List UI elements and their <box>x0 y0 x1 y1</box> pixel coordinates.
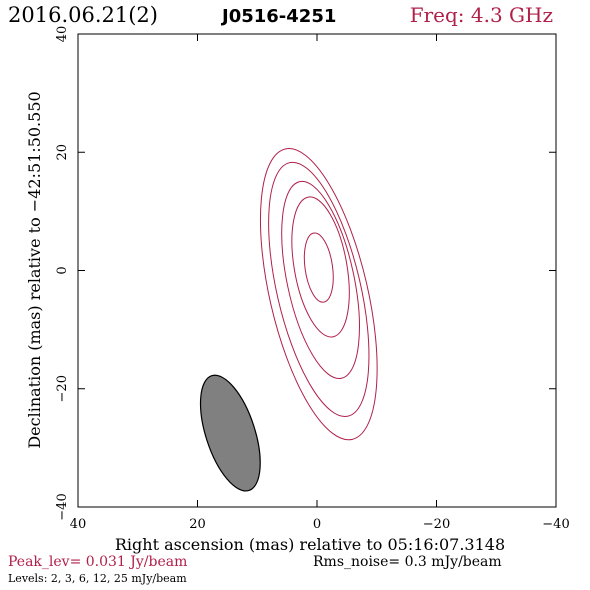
x-tick-label: −20 <box>423 517 450 532</box>
axis-ticks <box>77 33 557 508</box>
y-tick-label: 0 <box>55 266 70 274</box>
y-tick-label: 20 <box>55 144 70 161</box>
contour-6mjy <box>281 180 360 380</box>
x-tick-label: 0 <box>313 517 321 532</box>
y-tick-label: −40 <box>55 493 70 520</box>
frequency-label: Freq: 4.3 GHz <box>410 3 553 27</box>
rms-noise: Rms_noise= 0.3 mJy/beam <box>313 554 502 570</box>
y-tick-label: −20 <box>55 375 70 402</box>
beam-ellipse <box>199 374 261 492</box>
plot-frame <box>77 33 557 508</box>
y-axis-label: Declination (mas) relative to −42:51:50.… <box>25 91 44 448</box>
x-tick-label: 40 <box>70 517 87 532</box>
tick-labels: 40 20 0 −20 −40 −40 −20 0 20 40 <box>55 26 570 532</box>
x-tick-label: 20 <box>189 517 206 532</box>
contour-25mjy <box>303 232 334 303</box>
contour-3mjy <box>268 161 370 418</box>
y-tick-label: 40 <box>55 26 70 43</box>
observation-date: 2016.06.21(2) <box>8 3 158 27</box>
beam-group <box>199 374 261 492</box>
contour-2mjy <box>259 148 378 441</box>
x-tick-label: −40 <box>542 517 569 532</box>
contour-group <box>259 148 378 441</box>
peak-level: Peak_lev= 0.031 Jy/beam <box>8 554 187 570</box>
source-name: J0516-4251 <box>220 6 336 27</box>
contour-levels: Levels: 2, 3, 6, 12, 25 mJy/beam <box>8 572 187 585</box>
contour-12mjy <box>291 196 350 338</box>
x-axis-label: Right ascension (mas) relative to 05:16:… <box>115 535 505 554</box>
